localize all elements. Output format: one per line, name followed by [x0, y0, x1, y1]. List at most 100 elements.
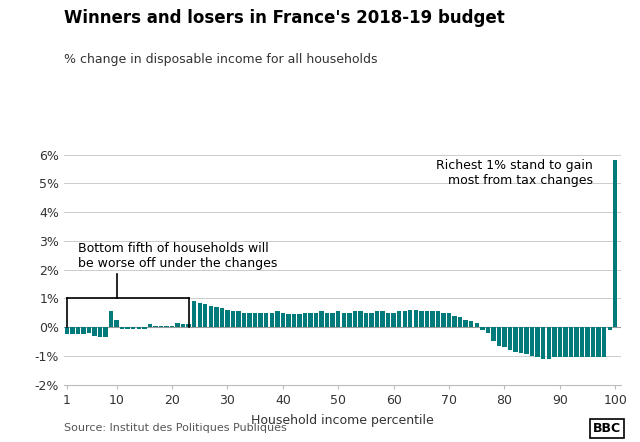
- Bar: [86, 327, 91, 333]
- Bar: [425, 311, 429, 327]
- Text: Richest 1% stand to gain
most from tax changes: Richest 1% stand to gain most from tax c…: [436, 159, 593, 187]
- Bar: [236, 311, 241, 327]
- Bar: [386, 313, 390, 327]
- Bar: [569, 327, 573, 357]
- X-axis label: Household income percentile: Household income percentile: [251, 414, 434, 427]
- Bar: [430, 311, 435, 327]
- Bar: [203, 304, 207, 327]
- Bar: [442, 313, 445, 327]
- Bar: [458, 317, 462, 327]
- Bar: [491, 327, 495, 341]
- Bar: [314, 313, 318, 327]
- Bar: [70, 327, 74, 334]
- Bar: [325, 313, 330, 327]
- Bar: [397, 311, 401, 327]
- Text: BBC: BBC: [593, 423, 621, 435]
- Bar: [308, 313, 313, 327]
- Bar: [358, 311, 363, 327]
- Bar: [563, 327, 568, 357]
- Bar: [469, 321, 474, 327]
- Bar: [574, 327, 579, 357]
- Bar: [225, 310, 230, 327]
- Bar: [269, 313, 274, 327]
- Bar: [303, 313, 307, 327]
- Bar: [353, 311, 357, 327]
- Bar: [153, 326, 157, 327]
- Bar: [136, 327, 141, 328]
- Bar: [552, 327, 557, 357]
- Bar: [186, 324, 191, 327]
- Bar: [109, 311, 113, 327]
- Bar: [408, 310, 413, 327]
- Bar: [98, 327, 102, 337]
- Bar: [497, 327, 501, 346]
- Bar: [519, 327, 524, 353]
- Bar: [209, 305, 213, 327]
- Bar: [613, 160, 618, 327]
- Bar: [607, 327, 612, 330]
- Bar: [419, 311, 424, 327]
- Bar: [192, 301, 196, 327]
- Bar: [342, 313, 346, 327]
- Bar: [452, 316, 457, 327]
- Bar: [364, 313, 368, 327]
- Bar: [392, 313, 396, 327]
- Bar: [142, 327, 147, 328]
- Bar: [181, 324, 186, 327]
- Bar: [81, 327, 86, 334]
- Bar: [65, 327, 69, 334]
- Bar: [253, 313, 257, 327]
- Bar: [580, 327, 584, 357]
- Bar: [319, 311, 324, 327]
- Text: Bottom fifth of households will
be worse off under the changes: Bottom fifth of households will be worse…: [78, 242, 277, 271]
- Bar: [474, 323, 479, 327]
- Text: % change in disposable income for all households: % change in disposable income for all ho…: [64, 53, 378, 66]
- Bar: [536, 327, 540, 357]
- Bar: [242, 313, 246, 327]
- Bar: [92, 327, 97, 336]
- Bar: [175, 323, 180, 327]
- Bar: [530, 327, 534, 356]
- Bar: [231, 311, 235, 327]
- Bar: [336, 311, 340, 327]
- Bar: [330, 313, 335, 327]
- Bar: [447, 313, 451, 327]
- Bar: [264, 313, 268, 327]
- Bar: [403, 311, 407, 327]
- Bar: [463, 320, 468, 327]
- Bar: [375, 311, 380, 327]
- Bar: [292, 314, 296, 327]
- Bar: [508, 327, 512, 350]
- Bar: [220, 309, 224, 327]
- Bar: [480, 327, 484, 330]
- Bar: [347, 313, 351, 327]
- Bar: [164, 326, 169, 327]
- Bar: [120, 327, 124, 328]
- Bar: [103, 327, 108, 337]
- Bar: [297, 314, 301, 327]
- Bar: [148, 324, 152, 327]
- Bar: [486, 327, 490, 333]
- Bar: [76, 327, 80, 334]
- Bar: [286, 314, 291, 327]
- Bar: [125, 327, 130, 328]
- Bar: [170, 326, 174, 327]
- Bar: [159, 326, 163, 327]
- Bar: [586, 327, 590, 357]
- Bar: [502, 327, 507, 347]
- Bar: [131, 327, 136, 328]
- Bar: [369, 313, 374, 327]
- Bar: [541, 327, 545, 359]
- Text: Source: Institut des Politiques Publiques: Source: Institut des Politiques Publique…: [64, 423, 287, 433]
- Bar: [248, 313, 252, 327]
- Bar: [198, 303, 202, 327]
- Bar: [436, 311, 440, 327]
- Bar: [413, 310, 418, 327]
- Bar: [602, 327, 606, 357]
- Bar: [591, 327, 595, 357]
- Bar: [524, 327, 529, 354]
- Bar: [596, 327, 601, 357]
- Text: Winners and losers in France's 2018-19 budget: Winners and losers in France's 2018-19 b…: [64, 9, 505, 27]
- Bar: [259, 313, 263, 327]
- Bar: [513, 327, 518, 351]
